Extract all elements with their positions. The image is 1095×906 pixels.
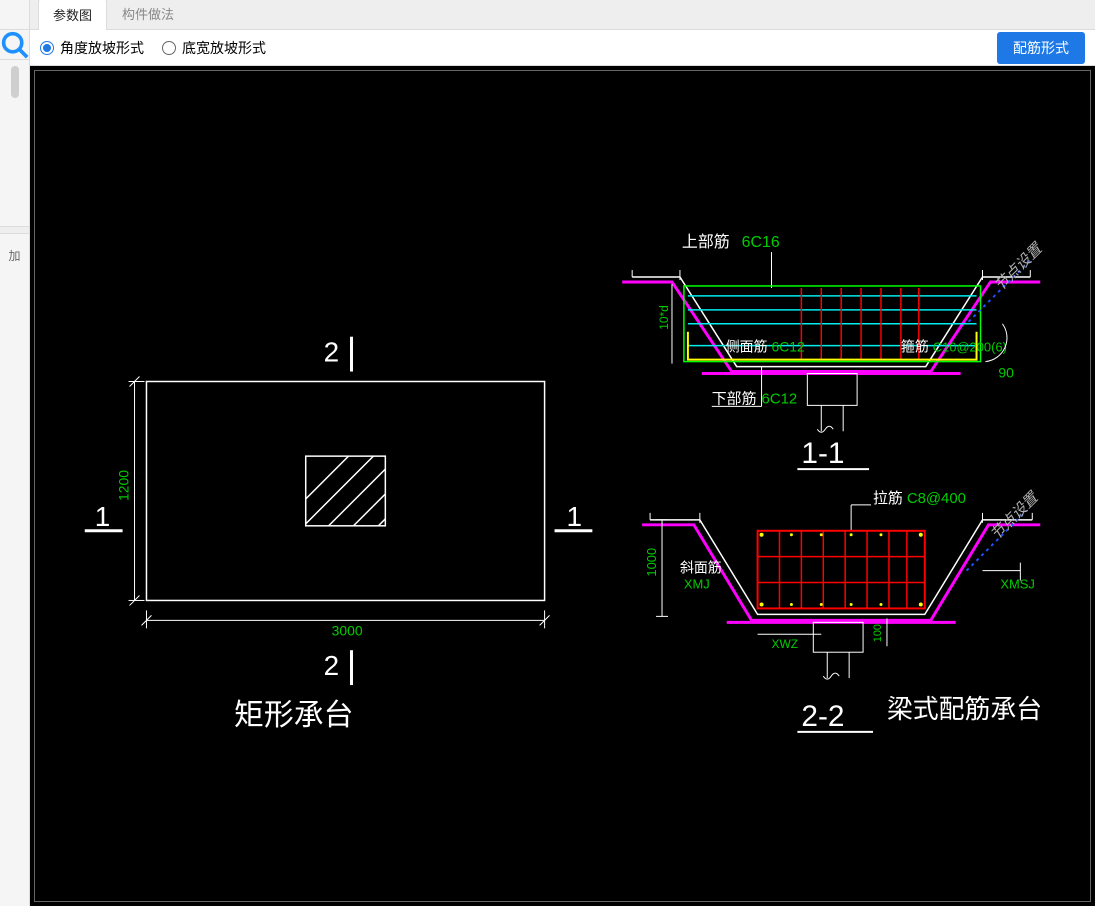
svg-text:1000: 1000	[644, 548, 659, 577]
radio-width-slope[interactable]: 底宽放坡形式	[162, 38, 266, 58]
svg-text:6C12: 6C12	[772, 339, 806, 355]
svg-text:1: 1	[566, 501, 582, 532]
svg-text:节点设置: 节点设置	[987, 488, 1043, 544]
svg-text:上部筋: 上部筋	[682, 233, 730, 251]
search-icon[interactable]	[0, 30, 29, 60]
svg-text:6C12: 6C12	[762, 390, 798, 407]
sidebar-scrollbar[interactable]	[0, 60, 29, 226]
svg-text:100: 100	[872, 624, 884, 642]
svg-text:2: 2	[324, 337, 340, 368]
toolbar: 角度放坡形式 底宽放坡形式 配筋形式	[30, 30, 1095, 66]
svg-text:XMJ: XMJ	[684, 577, 710, 592]
svg-text:斜面筋: 斜面筋	[680, 560, 722, 576]
svg-text:90: 90	[998, 365, 1014, 381]
radio-width-label: 底宽放坡形式	[182, 38, 266, 58]
tab-param[interactable]: 参数图	[38, 0, 107, 30]
sidebar-divider	[0, 226, 29, 234]
svg-text:1: 1	[95, 501, 111, 532]
svg-text:3000: 3000	[332, 622, 363, 638]
beam-reinforce-title: 梁式配筋承台	[887, 695, 1042, 724]
sidebar-header-cell	[0, 0, 29, 30]
sidebar-misc: 加	[0, 234, 29, 264]
plan-title: 矩形承台	[234, 699, 353, 732]
radio-angle-label: 角度放坡形式	[60, 38, 144, 58]
svg-text:C10@200(6): C10@200(6)	[933, 340, 1007, 355]
svg-text:2: 2	[324, 650, 340, 681]
svg-text:侧面筋: 侧面筋	[726, 339, 768, 355]
reinforce-type-button[interactable]: 配筋形式	[997, 32, 1085, 64]
section-2-2: 拉筋 C8@400	[642, 488, 1043, 733]
svg-text:10*d: 10*d	[657, 305, 671, 330]
svg-text:拉筋: 拉筋	[873, 490, 903, 507]
svg-text:下部筋: 下部筋	[712, 390, 757, 407]
svg-text:1200: 1200	[116, 470, 132, 501]
svg-text:C8@400: C8@400	[907, 490, 966, 507]
svg-text:XWZ: XWZ	[772, 637, 799, 651]
svg-text:节点设置: 节点设置	[991, 239, 1047, 295]
section-1-1: 上部筋 6C16	[622, 233, 1047, 470]
section-1-1-label: 1-1	[801, 437, 844, 470]
left-sidebar: 加	[0, 0, 30, 906]
tab-bar: 参数图 构件做法	[30, 0, 1095, 30]
drawing-canvas[interactable]: 2 2 1 1	[30, 66, 1095, 906]
svg-text:6C16: 6C16	[742, 234, 780, 251]
svg-text:XMSJ: XMSJ	[1000, 577, 1034, 592]
radio-angle-slope[interactable]: 角度放坡形式	[40, 38, 144, 58]
tab-method[interactable]: 构件做法	[107, 0, 189, 29]
section-2-2-label: 2-2	[801, 700, 844, 733]
plan-view: 2 2 1 1	[85, 337, 593, 732]
svg-text:箍筋: 箍筋	[901, 339, 929, 355]
